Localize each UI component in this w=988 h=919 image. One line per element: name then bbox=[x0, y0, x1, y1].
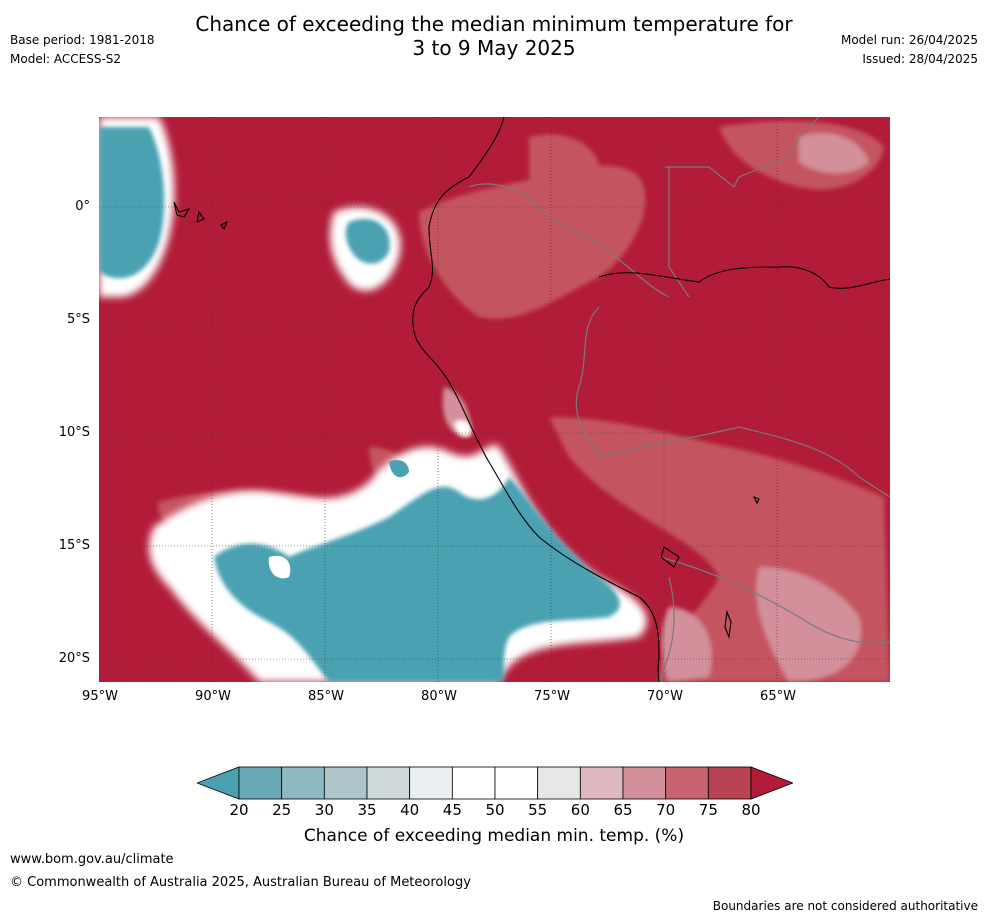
colorbar-tick-label: 55 bbox=[528, 801, 548, 819]
colorbar-tick-label: 80 bbox=[741, 801, 761, 819]
probability-map bbox=[99, 117, 890, 682]
lon-label-90w: 90°W bbox=[195, 689, 231, 704]
colorbar-extend-low bbox=[195, 766, 240, 800]
lat-label-0: 0° bbox=[75, 199, 90, 214]
low-probability-zones bbox=[99, 117, 647, 682]
graticule bbox=[99, 117, 890, 682]
map-svg bbox=[99, 117, 890, 682]
lon-label-70w: 70°W bbox=[647, 689, 683, 704]
lon-label-85w: 85°W bbox=[308, 689, 344, 704]
colorbar-bin bbox=[494, 766, 539, 800]
colorbar-tick-label: 35 bbox=[357, 801, 377, 819]
issued-label: Issued: 28/04/2025 bbox=[862, 52, 978, 66]
colorbar-svg bbox=[195, 766, 795, 800]
colorbar bbox=[195, 766, 795, 800]
coastlines bbox=[173, 117, 890, 682]
lon-label-75w: 75°W bbox=[534, 689, 570, 704]
colorbar-bin bbox=[238, 766, 283, 800]
colorbar-bin bbox=[707, 766, 752, 800]
colorbar-tick-label: 20 bbox=[229, 801, 249, 819]
lon-label-95w: 95°W bbox=[82, 689, 118, 704]
model-label: Model: ACCESS-S2 bbox=[10, 52, 122, 66]
colorbar-tick-label: 50 bbox=[485, 801, 505, 819]
colorbar-bin bbox=[409, 766, 453, 800]
colorbar-tick-label: 60 bbox=[570, 801, 590, 819]
country-borders bbox=[468, 117, 890, 682]
lat-label-20s: 20°S bbox=[58, 651, 90, 666]
lat-label-10s: 10°S bbox=[58, 425, 90, 440]
colorbar-bin bbox=[323, 766, 368, 800]
colorbar-bin bbox=[665, 766, 709, 800]
colorbar-tick-label: 25 bbox=[272, 801, 292, 819]
chart-title: Chance of exceeding the median minimum t… bbox=[0, 12, 988, 60]
model-run-label: Model run: 26/04/2025 bbox=[840, 33, 978, 47]
colorbar-bin bbox=[579, 766, 624, 800]
colorbar-bin bbox=[622, 766, 667, 800]
colorbar-bin bbox=[537, 766, 581, 800]
colorbar-tick-label: 75 bbox=[698, 801, 718, 819]
lat-label-5s: 5°S bbox=[66, 312, 90, 327]
colorbar-tick-label: 70 bbox=[656, 801, 676, 819]
website-link[interactable]: www.bom.gov.au/climate bbox=[10, 852, 174, 867]
colorbar-extend-high bbox=[750, 766, 795, 800]
copyright-text: © Commonwealth of Australia 2025, Austra… bbox=[10, 875, 471, 890]
colorbar-bin bbox=[281, 766, 325, 800]
colorbar-tick-label: 40 bbox=[400, 801, 420, 819]
lat-label-15s: 15°S bbox=[58, 538, 90, 553]
colorbar-bin bbox=[366, 766, 411, 800]
disclaimer-text: Boundaries are not considered authoritat… bbox=[712, 899, 978, 913]
colorbar-bin bbox=[451, 766, 496, 800]
title-line-2: 3 to 9 May 2025 bbox=[412, 36, 576, 60]
colorbar-tick-label: 65 bbox=[613, 801, 633, 819]
base-period-label: Base period: 1981-2018 bbox=[10, 33, 155, 47]
colorbar-tick-label: 45 bbox=[442, 801, 462, 819]
lon-label-65w: 65°W bbox=[760, 689, 796, 704]
colorbar-tick-label: 30 bbox=[314, 801, 334, 819]
lon-label-80w: 80°W bbox=[421, 689, 457, 704]
colorbar-title: Chance of exceeding median min. temp. (%… bbox=[303, 826, 685, 846]
title-line-1: Chance of exceeding the median minimum t… bbox=[195, 12, 793, 36]
